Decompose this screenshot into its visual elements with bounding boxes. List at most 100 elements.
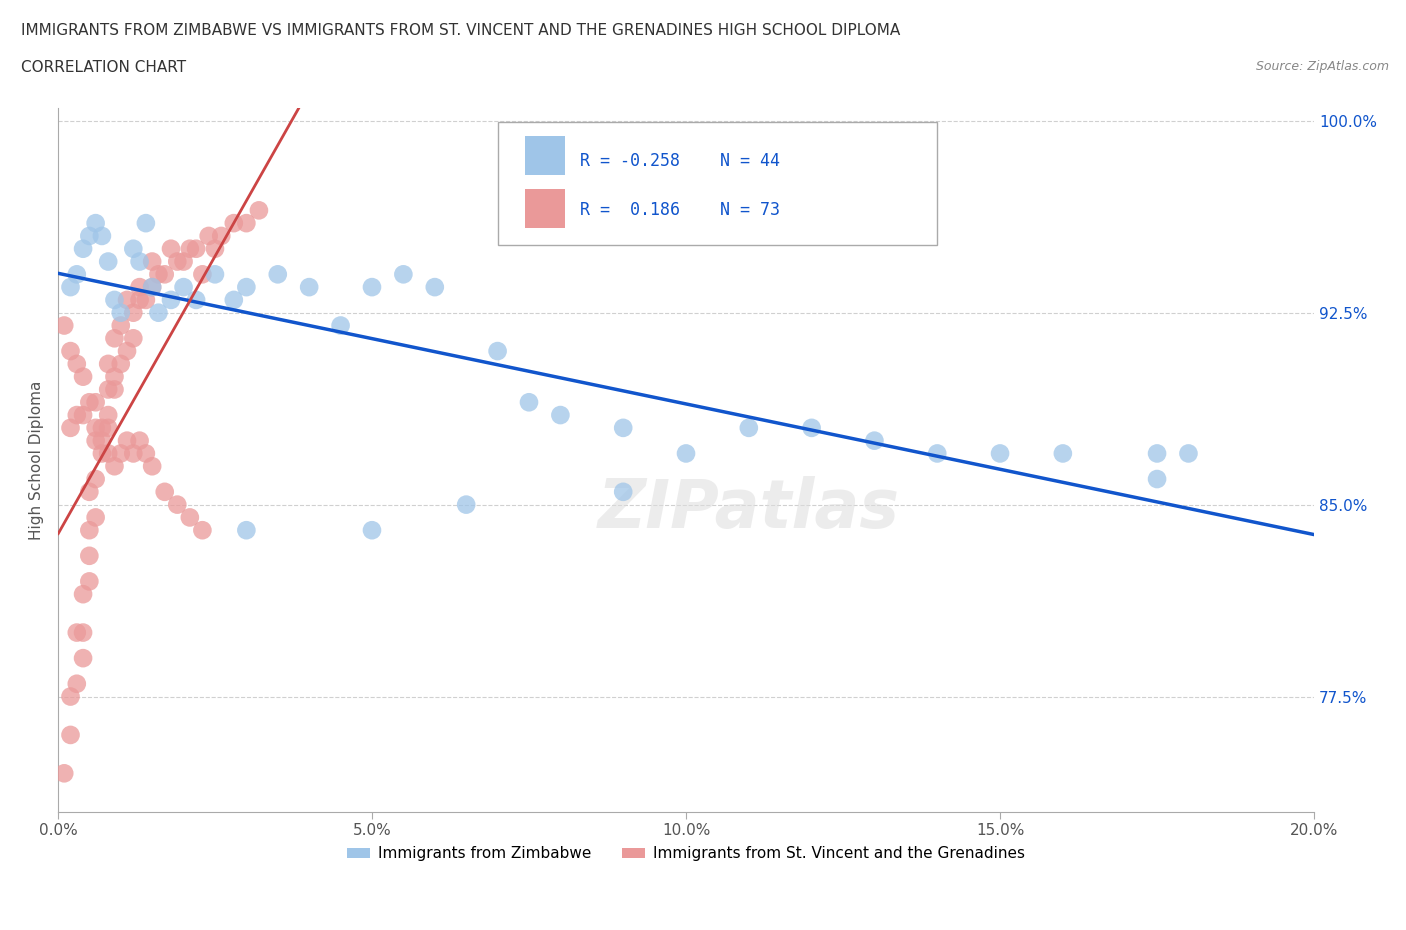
Point — [738, 420, 761, 435]
Point — [361, 280, 384, 295]
FancyBboxPatch shape — [498, 122, 938, 246]
Point — [115, 292, 138, 307]
Point — [103, 458, 125, 473]
Y-axis label: High School Diploma: High School Diploma — [30, 380, 44, 539]
Point — [128, 254, 150, 269]
Point — [298, 280, 321, 295]
Point — [209, 229, 232, 244]
Point — [235, 523, 257, 538]
Point — [110, 305, 132, 320]
Point — [97, 254, 120, 269]
Point — [103, 331, 125, 346]
Point — [110, 356, 132, 371]
Point — [103, 292, 125, 307]
Point — [141, 280, 163, 295]
Point — [361, 523, 384, 538]
Point — [97, 420, 120, 435]
Point — [392, 267, 415, 282]
Point — [79, 229, 101, 244]
Point — [84, 472, 107, 486]
Point — [79, 523, 101, 538]
Point — [517, 395, 540, 410]
Point — [122, 305, 145, 320]
Point — [115, 344, 138, 359]
Point — [128, 280, 150, 295]
Point — [148, 305, 170, 320]
Point — [79, 549, 101, 564]
Point — [1052, 446, 1074, 461]
Text: R =  0.186    N = 73: R = 0.186 N = 73 — [581, 201, 780, 219]
Point — [153, 485, 176, 499]
Point — [141, 280, 163, 295]
Point — [79, 395, 101, 410]
Point — [222, 216, 245, 231]
Point — [84, 420, 107, 435]
Point — [103, 369, 125, 384]
Text: Source: ZipAtlas.com: Source: ZipAtlas.com — [1256, 60, 1389, 73]
Point — [456, 498, 478, 512]
Point — [204, 267, 226, 282]
Point — [122, 446, 145, 461]
Point — [153, 267, 176, 282]
Point — [800, 420, 823, 435]
Point — [97, 356, 120, 371]
Point — [115, 433, 138, 448]
Point — [90, 446, 112, 461]
Point — [122, 241, 145, 256]
Point — [59, 280, 82, 295]
Point — [197, 229, 219, 244]
Point — [988, 446, 1011, 461]
Text: IMMIGRANTS FROM ZIMBABWE VS IMMIGRANTS FROM ST. VINCENT AND THE GRENADINES HIGH : IMMIGRANTS FROM ZIMBABWE VS IMMIGRANTS F… — [21, 23, 900, 38]
Point — [148, 267, 170, 282]
Point — [72, 369, 94, 384]
Point — [1146, 446, 1168, 461]
Point — [66, 267, 89, 282]
Point — [79, 574, 101, 589]
Point — [191, 523, 214, 538]
Text: ZIPatlas: ZIPatlas — [598, 476, 900, 542]
Point — [160, 241, 183, 256]
Point — [97, 446, 120, 461]
Point — [179, 241, 201, 256]
Point — [72, 651, 94, 666]
Point — [66, 407, 89, 422]
Point — [173, 254, 195, 269]
Point — [90, 420, 112, 435]
Point — [72, 587, 94, 602]
Point — [927, 446, 949, 461]
Point — [97, 407, 120, 422]
Point — [66, 356, 89, 371]
Point — [59, 727, 82, 742]
Point — [675, 446, 697, 461]
Point — [72, 407, 94, 422]
Point — [166, 254, 188, 269]
Point — [110, 318, 132, 333]
Point — [204, 241, 226, 256]
Text: CORRELATION CHART: CORRELATION CHART — [21, 60, 186, 75]
Point — [59, 689, 82, 704]
Point — [141, 254, 163, 269]
Point — [141, 458, 163, 473]
Point — [166, 498, 188, 512]
Point — [191, 267, 214, 282]
Point — [59, 420, 82, 435]
Text: R = -0.258    N = 44: R = -0.258 N = 44 — [581, 152, 780, 170]
Point — [550, 407, 572, 422]
Point — [135, 216, 157, 231]
Point — [184, 292, 207, 307]
Point — [84, 216, 107, 231]
Point — [72, 625, 94, 640]
Point — [103, 382, 125, 397]
Point — [128, 433, 150, 448]
Point — [84, 510, 107, 525]
Point — [267, 267, 290, 282]
Point — [53, 766, 76, 781]
Point — [84, 433, 107, 448]
Point — [235, 280, 257, 295]
Point — [97, 382, 120, 397]
Point — [160, 292, 183, 307]
Point — [173, 280, 195, 295]
Point — [612, 485, 634, 499]
Point — [1146, 472, 1168, 486]
Bar — [526, 189, 565, 228]
